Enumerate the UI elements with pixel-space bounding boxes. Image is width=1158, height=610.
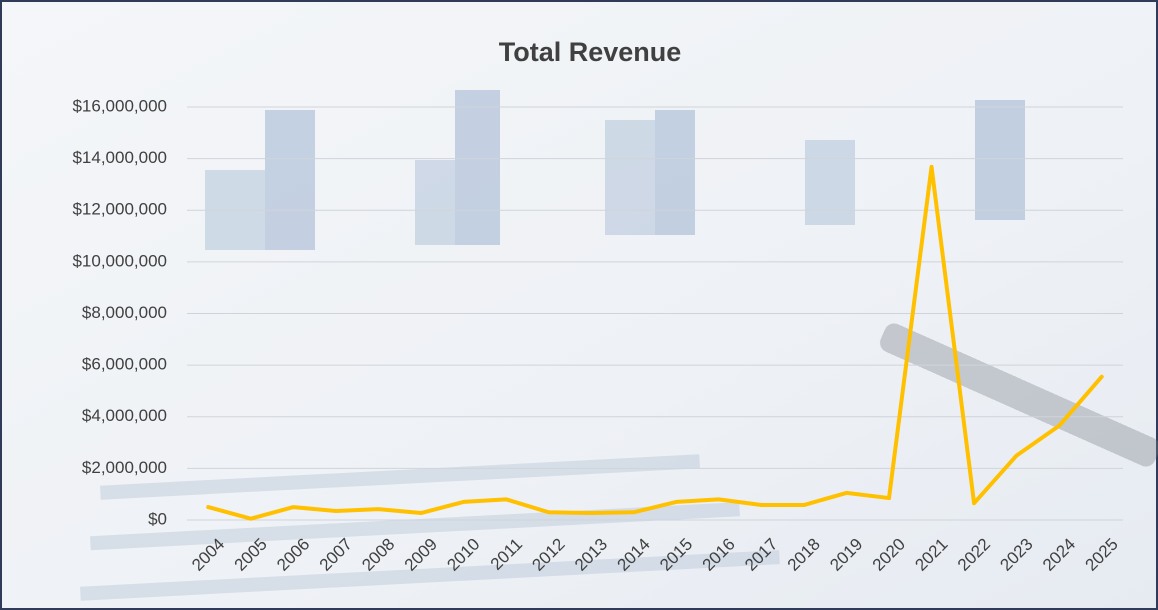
y-tick-label: $2,000,000 — [82, 458, 167, 477]
y-tick-label: $8,000,000 — [82, 303, 167, 322]
chart: Total Revenue $0 $2,000,000 $4,000,000 $6,0… — [0, 0, 1158, 610]
chart-title: Total Revenue — [499, 37, 682, 67]
y-tick-label: $10,000,000 — [72, 251, 167, 270]
y-tick-label: $4,000,000 — [82, 406, 167, 425]
y-tick-label: $6,000,000 — [82, 355, 167, 374]
y-tick-label: $14,000,000 — [72, 148, 167, 167]
y-tick-label: $16,000,000 — [72, 96, 167, 115]
y-tick-label: $12,000,000 — [72, 200, 167, 219]
y-tick-label: $0 — [148, 509, 167, 528]
